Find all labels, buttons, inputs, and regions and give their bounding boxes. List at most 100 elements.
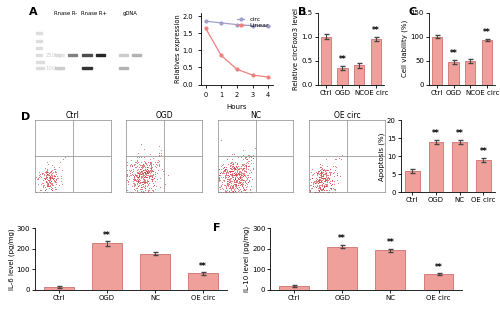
- Point: [244, 180, 252, 185]
- Point: [226, 166, 234, 171]
- Point: [42, 179, 50, 184]
- Point: [46, 169, 54, 174]
- Point: [228, 151, 235, 156]
- Point: [134, 173, 141, 178]
- Point: [232, 170, 240, 175]
- Point: [306, 170, 314, 175]
- Point: [143, 169, 151, 174]
- Point: [235, 168, 243, 173]
- Point: [242, 169, 250, 175]
- Point: [238, 181, 246, 186]
- Point: [314, 180, 322, 185]
- Point: [130, 167, 138, 172]
- Point: [242, 157, 250, 162]
- Point: [320, 175, 328, 180]
- Point: [46, 173, 54, 178]
- Point: [48, 170, 56, 175]
- Point: [150, 155, 158, 160]
- Point: [140, 180, 147, 185]
- Point: [45, 185, 53, 190]
- Text: **: **: [434, 263, 442, 272]
- Point: [236, 171, 244, 176]
- Point: [312, 189, 320, 194]
- Point: [219, 189, 227, 194]
- Point: [316, 168, 324, 173]
- Point: [150, 176, 158, 181]
- Point: [316, 186, 324, 191]
- Point: [238, 167, 246, 172]
- Point: [46, 185, 54, 190]
- Point: [148, 174, 156, 179]
- Point: [126, 173, 134, 178]
- Point: [333, 170, 341, 175]
- Point: [234, 177, 241, 182]
- Point: [154, 157, 162, 162]
- Point: [138, 189, 145, 194]
- Point: [148, 184, 156, 189]
- Point: [37, 188, 45, 193]
- Point: [325, 175, 333, 180]
- Point: [146, 169, 154, 174]
- Point: [243, 159, 251, 164]
- Point: [312, 184, 320, 189]
- Point: [224, 180, 232, 185]
- Point: [138, 170, 146, 175]
- Point: [138, 189, 146, 194]
- Point: [138, 163, 146, 168]
- Point: [123, 160, 131, 165]
- Point: [224, 181, 232, 186]
- Point: [138, 169, 145, 174]
- Point: [238, 189, 246, 194]
- Point: [318, 169, 326, 174]
- Point: [319, 168, 327, 173]
- X-axis label: Hours: Hours: [226, 104, 247, 110]
- Point: [217, 175, 225, 180]
- Bar: [92, 243, 122, 290]
- Point: [240, 186, 248, 192]
- Point: [318, 164, 326, 169]
- Point: [244, 178, 252, 183]
- Point: [214, 184, 222, 189]
- Point: [138, 180, 145, 185]
- Point: [232, 182, 240, 187]
- Point: [142, 160, 150, 165]
- Point: [134, 174, 142, 179]
- Point: [314, 187, 322, 192]
- Point: [142, 164, 150, 169]
- Point: [238, 167, 246, 172]
- Point: [144, 178, 152, 183]
- Point: [50, 184, 58, 189]
- Point: [140, 168, 148, 173]
- Point: [34, 176, 42, 181]
- Point: [152, 161, 160, 166]
- Point: [216, 163, 224, 169]
- Title: OGD: OGD: [156, 111, 173, 120]
- Point: [140, 180, 148, 185]
- Point: [228, 189, 236, 194]
- Point: [150, 178, 158, 183]
- Point: [223, 180, 231, 185]
- Point: [222, 175, 230, 180]
- Point: [46, 187, 54, 192]
- Point: [307, 186, 315, 191]
- Bar: [405, 171, 419, 192]
- Point: [312, 175, 320, 180]
- Point: [216, 170, 224, 175]
- Point: [236, 163, 244, 169]
- Point: [46, 175, 54, 180]
- Point: [232, 179, 240, 184]
- Point: [322, 183, 330, 188]
- Point: [216, 172, 224, 177]
- Point: [154, 160, 162, 165]
- Point: [46, 174, 54, 179]
- Point: [132, 159, 140, 164]
- Point: [327, 186, 335, 192]
- Point: [147, 173, 155, 178]
- Point: [222, 173, 230, 178]
- Point: [231, 167, 239, 172]
- Point: [142, 170, 150, 175]
- Point: [316, 175, 324, 180]
- Bar: [96, 54, 105, 56]
- Point: [230, 170, 238, 175]
- Point: [134, 179, 142, 184]
